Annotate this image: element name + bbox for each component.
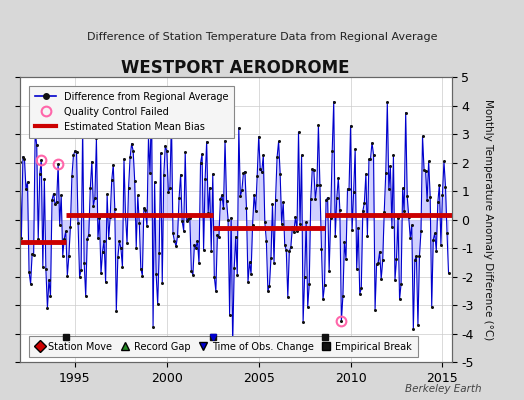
Text: Berkeley Earth: Berkeley Earth	[406, 384, 482, 394]
Y-axis label: Monthly Temperature Anomaly Difference (°C): Monthly Temperature Anomaly Difference (…	[483, 99, 493, 340]
Title: WESTPORT AERODROME: WESTPORT AERODROME	[122, 59, 350, 77]
Text: Difference of Station Temperature Data from Regional Average: Difference of Station Temperature Data f…	[87, 32, 437, 42]
Legend: Station Move, Record Gap, Time of Obs. Change, Empirical Break: Station Move, Record Gap, Time of Obs. C…	[29, 336, 418, 358]
